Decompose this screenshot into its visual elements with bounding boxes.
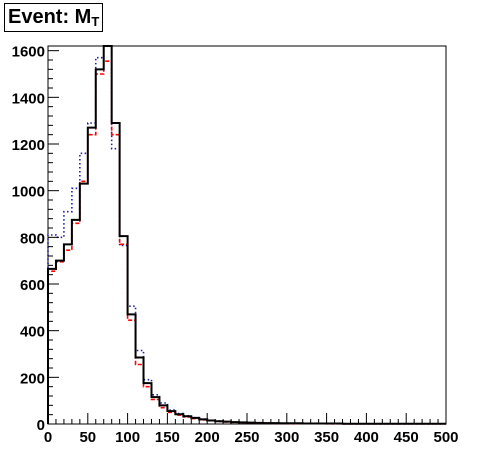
x-tick-label: 200 [195, 429, 220, 446]
x-tick-label: 150 [155, 429, 180, 446]
chart-title-box: Event: MT [4, 3, 104, 32]
y-tick-label: 400 [20, 324, 45, 341]
x-tick-label: 100 [115, 429, 140, 446]
x-tick-label: 450 [394, 429, 419, 446]
y-tick-label: 1600 [12, 44, 45, 61]
y-tick-label: 800 [20, 230, 45, 247]
y-tick-label: 1200 [12, 137, 45, 154]
x-tick-label: 50 [79, 429, 96, 446]
y-tick-label: 1400 [12, 90, 45, 107]
y-tick-label: 600 [20, 277, 45, 294]
y-tick-label: 1000 [12, 184, 45, 201]
x-tick-label: 300 [274, 429, 299, 446]
y-tick-label: 0 [37, 417, 45, 434]
x-tick-label: 400 [354, 429, 379, 446]
x-tick-label: 0 [44, 429, 52, 446]
plot-frame [47, 45, 447, 425]
chart-title-subscript: T [91, 14, 100, 29]
x-tick-label: 250 [234, 429, 259, 446]
chart-title: Event: M [8, 6, 92, 28]
x-tick-label: 500 [433, 429, 458, 446]
x-tick-label: 350 [314, 429, 339, 446]
y-tick-label: 200 [20, 370, 45, 387]
